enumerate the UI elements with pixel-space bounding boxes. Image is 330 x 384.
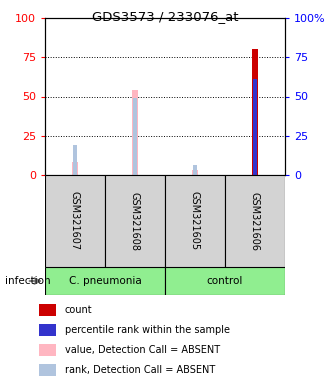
Bar: [45, 175, 105, 267]
Bar: [39, 344, 56, 356]
Text: count: count: [65, 305, 92, 315]
Bar: [132, 90, 138, 175]
Bar: [39, 304, 56, 316]
Bar: [252, 50, 258, 175]
Text: GSM321608: GSM321608: [130, 192, 140, 250]
Bar: [193, 165, 197, 175]
Text: GSM321605: GSM321605: [190, 192, 200, 251]
Bar: [39, 324, 56, 336]
Bar: [39, 364, 56, 376]
Bar: [192, 169, 198, 175]
Bar: [45, 267, 165, 295]
Bar: [165, 267, 285, 295]
Bar: [133, 98, 137, 175]
Text: GSM321606: GSM321606: [250, 192, 260, 250]
Bar: [105, 175, 165, 267]
Text: rank, Detection Call = ABSENT: rank, Detection Call = ABSENT: [65, 365, 215, 375]
Text: GDS3573 / 233076_at: GDS3573 / 233076_at: [92, 10, 238, 23]
Text: control: control: [207, 276, 243, 286]
Text: percentile rank within the sample: percentile rank within the sample: [65, 325, 230, 335]
Bar: [72, 162, 78, 175]
Text: value, Detection Call = ABSENT: value, Detection Call = ABSENT: [65, 345, 220, 355]
Text: C. pneumonia: C. pneumonia: [69, 276, 141, 286]
Bar: [73, 145, 77, 175]
Text: infection: infection: [5, 276, 50, 286]
Bar: [165, 175, 225, 267]
Bar: [225, 175, 285, 267]
Text: GSM321607: GSM321607: [70, 192, 80, 251]
Bar: [253, 79, 257, 175]
